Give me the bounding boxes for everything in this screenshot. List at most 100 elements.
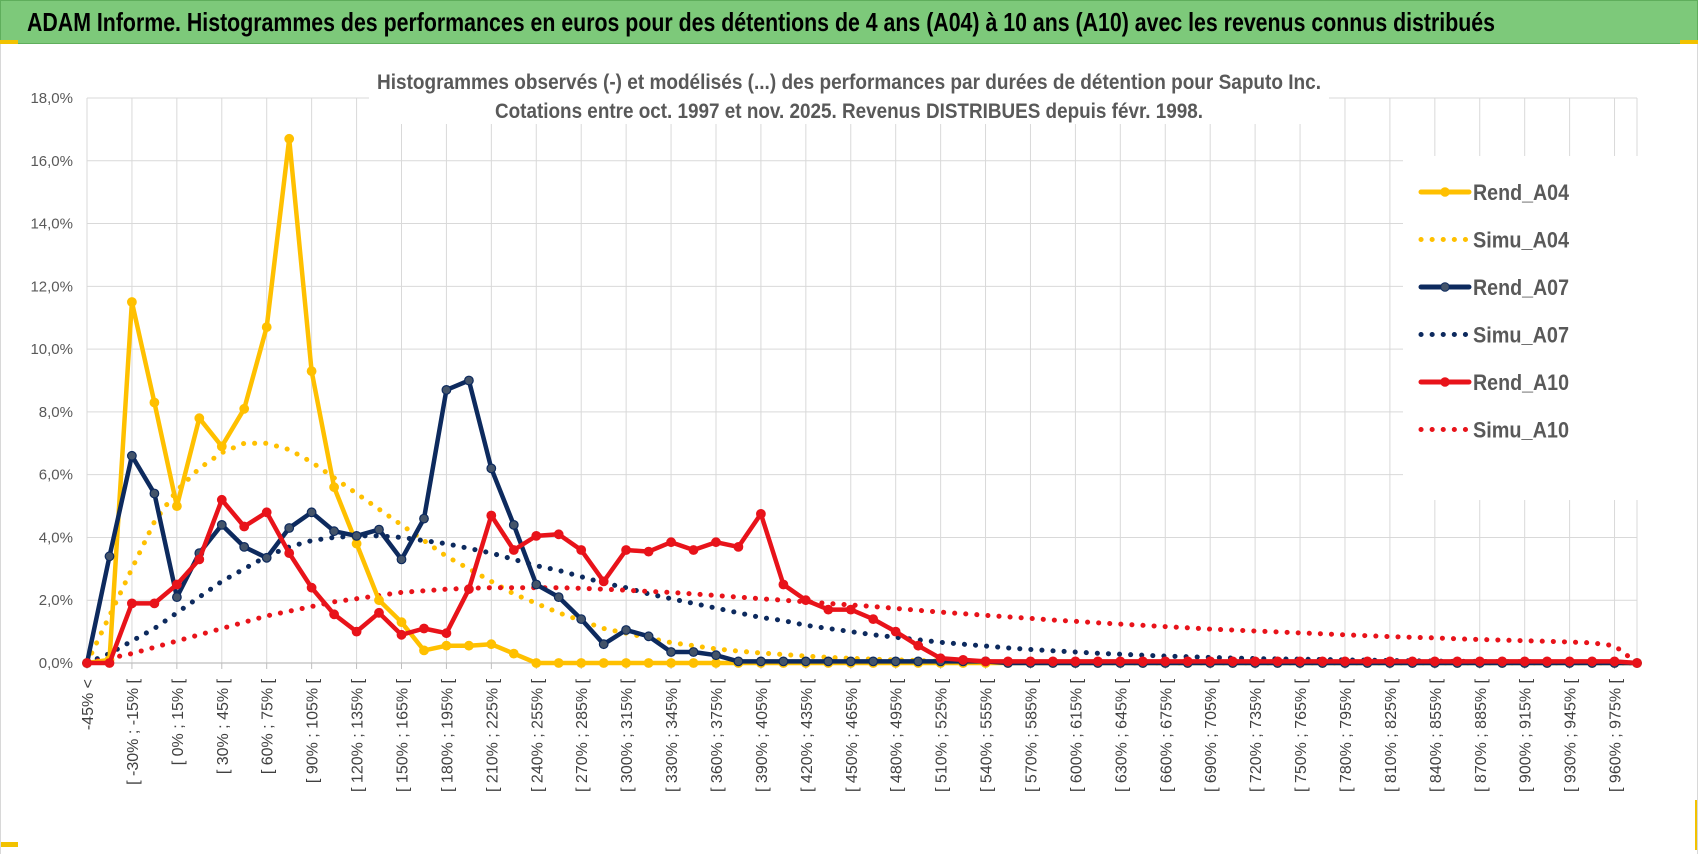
x-tick-label: [ 330% ; 345% [ — [664, 678, 681, 792]
data-point-rend-a04 — [149, 397, 160, 408]
legend-label: Simu_A07 — [1473, 323, 1569, 348]
data-point-rend-a07 — [419, 513, 429, 524]
data-point-rend-a10 — [261, 507, 272, 518]
data-point-rend-a10 — [351, 626, 362, 637]
data-point-rend-a07 — [396, 554, 407, 565]
x-tick-label: [ 600% ; 615% [ — [1068, 678, 1085, 792]
data-point-rend-a10 — [531, 531, 542, 541]
legend-label: Rend_A07 — [1473, 275, 1569, 300]
x-tick-label: [ 390% ; 405% [ — [754, 678, 771, 792]
data-point-rend-a04 — [261, 322, 272, 333]
data-point-rend-a10 — [419, 623, 429, 634]
x-tick-label: [ 540% ; 555% [ — [979, 678, 996, 792]
x-tick-label: [ 60% ; 75% [ — [260, 678, 277, 774]
x-tick-label: [ 240% ; 255% [ — [529, 678, 546, 792]
data-point-rend-a10 — [1317, 656, 1328, 667]
data-point-rend-a10 — [306, 582, 317, 593]
data-point-rend-a07 — [576, 614, 587, 624]
data-point-rend-a10 — [1384, 656, 1395, 667]
y-tick-label: 8,0% — [39, 404, 73, 421]
data-point-rend-a04 — [374, 595, 384, 606]
x-axis: -45% < [ -30% ; -15% [[ 0% ; 15% [[ 30% ;… — [80, 662, 1637, 792]
data-point-rend-a04 — [643, 658, 654, 668]
data-point-rend-a07 — [778, 656, 789, 667]
data-point-rend-a07 — [890, 656, 901, 667]
x-tick-label: [ 480% ; 495% [ — [889, 678, 906, 792]
data-point-rend-a10 — [733, 542, 744, 552]
data-point-rend-a10 — [1182, 656, 1193, 667]
data-point-rend-a07 — [845, 656, 856, 667]
data-point-rend-a07 — [711, 650, 721, 661]
x-tick-label: [ 420% ; 435% [ — [799, 678, 816, 792]
data-point-rend-a04 — [576, 658, 587, 668]
x-tick-label: [ 780% ; 795% [ — [1338, 678, 1355, 792]
data-point-rend-a10 — [576, 545, 587, 555]
x-tick-label: [ 210% ; 225% [ — [484, 678, 501, 792]
legend-item-simu-a07: Simu_A07 — [1418, 323, 1569, 348]
data-point-rend-a07 — [306, 507, 317, 518]
series-simu-a10 — [84, 585, 1640, 666]
data-point-rend-a10 — [1115, 656, 1126, 667]
data-point-rend-a10 — [1542, 656, 1552, 667]
data-point-rend-a10 — [104, 658, 115, 668]
data-point-rend-a10 — [1025, 656, 1036, 667]
data-point-rend-a07 — [441, 385, 452, 395]
data-point-rend-a10 — [1272, 656, 1283, 667]
data-point-rend-a10 — [1609, 656, 1620, 667]
legend-label: Simu_A04 — [1473, 228, 1570, 253]
chart-title-box: Histogrammes observés (-) et modélisés (… — [369, 60, 1329, 124]
data-point-rend-a07 — [868, 656, 879, 667]
x-tick-label: [ 660% ; 675% [ — [1158, 678, 1175, 792]
data-point-rend-a07 — [531, 579, 542, 590]
data-point-rend-a10 — [1340, 656, 1350, 667]
data-point-rend-a04 — [621, 658, 631, 668]
data-point-rend-a04 — [239, 403, 250, 414]
data-point-rend-a10 — [868, 614, 879, 624]
data-point-rend-a10 — [1632, 658, 1642, 668]
data-point-rend-a10 — [1295, 656, 1305, 667]
data-point-rend-a10 — [553, 529, 564, 540]
data-point-rend-a10 — [666, 537, 676, 548]
report-banner: ADAM Informe. Histogrammes des performan… — [0, 0, 1698, 44]
x-tick-label: [ 960% ; 975% [ — [1608, 678, 1625, 792]
data-point-rend-a10 — [216, 494, 227, 505]
data-point-rend-a10 — [756, 509, 766, 519]
data-point-rend-a10 — [823, 604, 834, 615]
data-point-rend-a10 — [1250, 656, 1260, 667]
data-point-rend-a10 — [1429, 656, 1440, 667]
data-point-rend-a04 — [216, 441, 227, 452]
y-tick-label: 14,0% — [30, 216, 73, 233]
y-tick-label: 6,0% — [39, 467, 73, 484]
y-axis: 0,0% 2,0% 4,0% 6,0% 8,0% 10,0% 12,0% 14,0% 16,0%… — [30, 90, 73, 672]
chart-frame: 0,0% 2,0% 4,0% 6,0% 8,0% 10,0% 12,0% 14,0% 16,0%… — [0, 44, 1698, 854]
data-point-rend-a10 — [1587, 656, 1597, 667]
x-tick-label: [ 570% ; 585% [ — [1023, 678, 1040, 792]
series-rend-a10 — [82, 494, 1642, 668]
series-layer — [82, 133, 1642, 668]
data-point-rend-a07 — [126, 450, 137, 461]
chart-subtitle: Cotations entre oct. 1997 et nov. 2025. … — [495, 100, 1203, 123]
legend-marker — [1440, 187, 1450, 197]
data-point-rend-a04 — [666, 658, 676, 668]
data-point-rend-a04 — [441, 640, 452, 651]
data-point-rend-a04 — [464, 640, 474, 651]
corner-accent — [1680, 40, 1698, 44]
data-point-rend-a07 — [621, 625, 631, 635]
x-tick-label: [ 840% ; 855% [ — [1428, 678, 1445, 792]
data-point-rend-a04 — [508, 648, 519, 659]
legend-item-rend-a07: Rend_A07 — [1418, 275, 1569, 300]
report-title: ADAM Informe. Histogrammes des performan… — [27, 7, 1495, 37]
data-point-rend-a07 — [239, 542, 250, 552]
data-point-rend-a04 — [688, 658, 699, 668]
data-point-rend-a10 — [1092, 656, 1103, 667]
data-point-rend-a10 — [441, 628, 452, 639]
data-point-rend-a10 — [711, 537, 721, 548]
y-tick-label: 4,0% — [39, 529, 73, 546]
data-point-rend-a07 — [508, 520, 519, 530]
data-point-rend-a10 — [126, 598, 137, 609]
data-point-rend-a04 — [126, 297, 137, 307]
legend-label: Simu_A10 — [1473, 418, 1569, 443]
series-line-simu-a07 — [84, 533, 1640, 666]
data-point-rend-a10 — [935, 653, 946, 664]
